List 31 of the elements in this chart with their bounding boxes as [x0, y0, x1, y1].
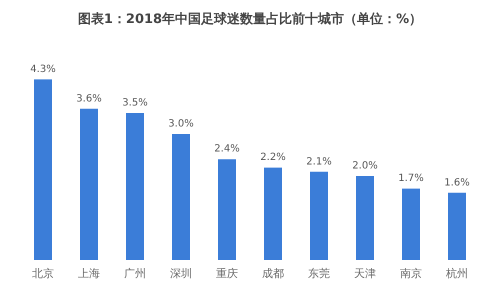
x-tick-label: 成都 — [262, 267, 284, 280]
x-tick-label: 上海 — [78, 267, 100, 280]
x-tick-label: 重庆 — [216, 267, 238, 280]
data-label: 2.4% — [214, 144, 240, 155]
bar — [218, 159, 236, 260]
bar — [310, 172, 328, 260]
data-label: 3.6% — [76, 93, 102, 104]
x-tick-label: 天津 — [354, 267, 376, 280]
bar — [356, 176, 374, 260]
data-label: 2.1% — [306, 156, 332, 168]
bar — [264, 168, 282, 260]
data-label: 1.7% — [398, 173, 424, 184]
x-tick-label: 东莞 — [308, 267, 330, 280]
data-label: 2.0% — [352, 160, 378, 172]
x-tick-label: 深圳 — [170, 267, 192, 280]
data-label: 4.3% — [30, 64, 56, 75]
data-label: 3.5% — [122, 98, 148, 108]
bar — [80, 108, 98, 260]
data-label: 3.0% — [168, 118, 194, 130]
data-label: 1.6% — [444, 177, 470, 188]
bar — [402, 188, 420, 260]
x-tick-label: 杭州 — [445, 267, 468, 280]
bar — [126, 113, 144, 260]
data-label: 2.2% — [260, 152, 286, 164]
chart-title: 图表1：2018年中国足球迷数量占比前十城市（单位：%） — [78, 11, 422, 27]
x-tick-label: 广州 — [124, 267, 146, 280]
x-tick-label: 北京 — [32, 267, 54, 280]
x-tick-label: 南京 — [400, 267, 422, 280]
bar — [172, 134, 190, 260]
bar — [448, 192, 466, 260]
bar — [34, 79, 52, 260]
